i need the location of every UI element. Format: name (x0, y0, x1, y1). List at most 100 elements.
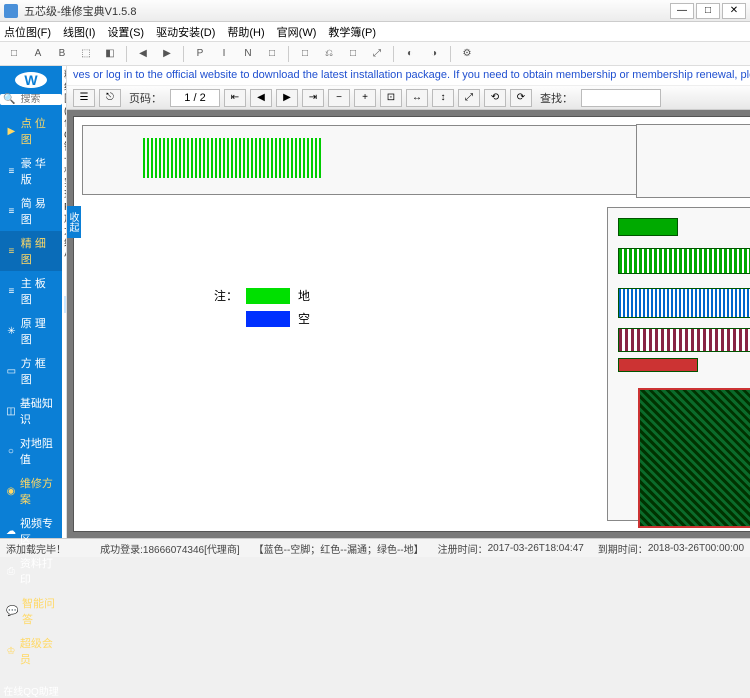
nav-button[interactable]: ▶ (276, 89, 298, 107)
toolbar-button[interactable]: ⤢ (367, 45, 387, 63)
zoom-button[interactable]: ⟲ (484, 89, 506, 107)
toolbar-button[interactable]: ⬚ (76, 45, 96, 63)
window-title: 五芯级-维修宝典V1.5.8 (24, 3, 668, 19)
legend-label-ground: 地 (298, 287, 310, 304)
sidebar-item-icon: ▭ (6, 366, 17, 377)
nav-button[interactable]: ⇥ (302, 89, 324, 107)
menu-item[interactable]: 点位图(F) (4, 24, 51, 40)
legend-swatch-ground (246, 288, 290, 304)
status-bar: 添加载完毕！ 成功登录:18666074346[代理商] 【蓝色--空脚；红色-… (0, 538, 750, 557)
doc-button[interactable]: ☰ (73, 89, 95, 107)
zoom-button[interactable]: ⤢ (458, 89, 480, 107)
qq-label[interactable]: 在线QQ助理 (3, 683, 59, 698)
page-input[interactable] (170, 89, 220, 107)
pcb-right-section: J3101-RFSIM卡座 (607, 207, 750, 521)
content-area: 收起 ves or log in to the official website… (67, 66, 750, 538)
toolbar-button[interactable]: ⚙ (457, 45, 477, 63)
sidebar-item[interactable]: 💬智能问答 (0, 591, 62, 631)
sidebar-item-icon: 💬 (6, 606, 18, 617)
menu-item[interactable]: 帮助(H) (227, 24, 264, 40)
sidebar-item[interactable]: ≡主 板 图 (0, 271, 62, 311)
toolbar-button[interactable]: A (28, 45, 48, 63)
nav-button[interactable]: ⇤ (224, 89, 246, 107)
toolbar-button[interactable]: I (214, 45, 234, 63)
menu-item[interactable]: 线图(I) (63, 24, 95, 40)
toolbar-button[interactable]: □ (295, 45, 315, 63)
sidebar-item-label: 超级会员 (20, 635, 56, 667)
sidebar-item-icon: ⎙ (6, 566, 16, 577)
toolbar-button[interactable]: N (238, 45, 258, 63)
zoom-button[interactable]: ⟳ (510, 89, 532, 107)
pdf-page: 注： 地 空 J31 (73, 116, 750, 532)
sidebar-item-icon: ◉ (6, 486, 16, 497)
sidebar-item[interactable]: ≡简 易 图 (0, 191, 62, 231)
sidebar-item-label: 基础知识 (20, 395, 56, 427)
menu-item[interactable]: 官网(W) (277, 24, 317, 40)
sidebar-item[interactable]: ○对地阻值 (0, 431, 62, 471)
sidebar-item-label: 维修方案 (20, 475, 56, 507)
status-reg-value: 2017-03-26T18:04:47 (488, 543, 584, 554)
toolbar-button[interactable]: ▶ (157, 45, 177, 63)
sidebar-item-label: 方 框 图 (21, 355, 56, 387)
zoom-button[interactable]: + (354, 89, 376, 107)
zoom-button[interactable]: ↕ (432, 89, 454, 107)
sidebar-item[interactable]: ✳原 理 图 (0, 311, 62, 351)
nav-button[interactable]: ◀ (250, 89, 272, 107)
sidebar-item[interactable]: ≡ 精 细 图 (0, 231, 62, 271)
menu-item[interactable]: 驱动安装(D) (156, 24, 215, 40)
page-label: 页码： (129, 90, 162, 106)
toolbar-button[interactable]: □ (343, 45, 363, 63)
menu-item[interactable]: 教学簿(P) (328, 24, 376, 40)
toolbar-button[interactable]: ◀ (133, 45, 153, 63)
zoom-button[interactable]: ⊡ (380, 89, 402, 107)
main-chip (638, 388, 750, 528)
legend: 注： 地 空 (214, 287, 310, 333)
sidebar-item-label: 原 理 图 (21, 315, 56, 347)
menu-item[interactable]: 设置(S) (107, 24, 144, 40)
sidebar-item-label: 豪 华 版 (21, 155, 56, 187)
sidebar-item-icon: ≡ (6, 206, 17, 217)
main-toolbar: □AB⬚◧◀▶PIN□□⎌□⤢◐◑⚙ (0, 42, 750, 66)
maximize-button[interactable]: □ (696, 3, 720, 19)
pcb-top-section (82, 125, 750, 195)
toolbar-button[interactable]: □ (4, 45, 24, 63)
sidebar-item[interactable]: ◉ 维修方案 (0, 471, 62, 511)
toolbar-button[interactable]: P (190, 45, 210, 63)
sidebar-item[interactable]: ♔超级会员 (0, 631, 62, 671)
sidebar-item[interactable]: ▭ 方 框 图 (0, 351, 62, 391)
toolbar-button[interactable]: ◑ (424, 45, 444, 63)
search-box[interactable]: 🔍 (0, 94, 62, 105)
close-button[interactable]: ✕ (722, 3, 746, 19)
sidebar-item-icon: ≡ (6, 166, 17, 177)
sidebar-item[interactable]: ▶点 位 图 (0, 111, 62, 151)
notice-banner: ves or log in to the official website to… (67, 66, 750, 86)
zoom-button[interactable]: − (328, 89, 350, 107)
sidebar-item[interactable]: ◫ 基础知识 (0, 391, 62, 431)
status-exp-label: 到期时间： (598, 541, 648, 556)
collapse-tab[interactable]: 收起 (67, 206, 81, 238)
status-loading: 添加载完毕！ (6, 541, 66, 556)
toolbar-button[interactable]: ⎌ (319, 45, 339, 63)
toolbar-button[interactable]: B (52, 45, 72, 63)
sidebar-item-label: 精 细 图 (21, 235, 56, 267)
sidebar-item[interactable]: ≡ 豪 华 版 (0, 151, 62, 191)
status-login: 成功登录:18666074346[代理商] (100, 541, 240, 556)
pdf-viewer[interactable]: 注： 地 空 J31 (67, 110, 750, 538)
legend-title: 注： (214, 287, 238, 304)
zoom-button[interactable]: ↔ (406, 89, 428, 107)
sidebar-item-icon: ≡ (6, 246, 17, 257)
legend-swatch-empty (246, 311, 290, 327)
toolbar-button[interactable]: ◐ (400, 45, 420, 63)
sidebar-item-icon: ◫ (6, 406, 16, 417)
sidebar-item-label: 主 板 图 (21, 275, 56, 307)
find-input[interactable] (581, 89, 661, 107)
toolbar-button[interactable]: ◧ (100, 45, 120, 63)
doc-toolbar: ☰⎋页码：⇤◀▶⇥−+⊡↔↕⤢⟲⟳查找： (67, 86, 750, 110)
toolbar-button[interactable]: □ (262, 45, 282, 63)
legend-label-empty: 空 (298, 310, 310, 327)
minimize-button[interactable]: — (670, 3, 694, 19)
doc-button[interactable]: ⎋ (99, 89, 121, 107)
search-input[interactable] (18, 94, 60, 105)
sidebar-item[interactable]: ⎙资料打印 (0, 551, 62, 591)
sidebar-item-icon: ▶ (6, 126, 17, 137)
